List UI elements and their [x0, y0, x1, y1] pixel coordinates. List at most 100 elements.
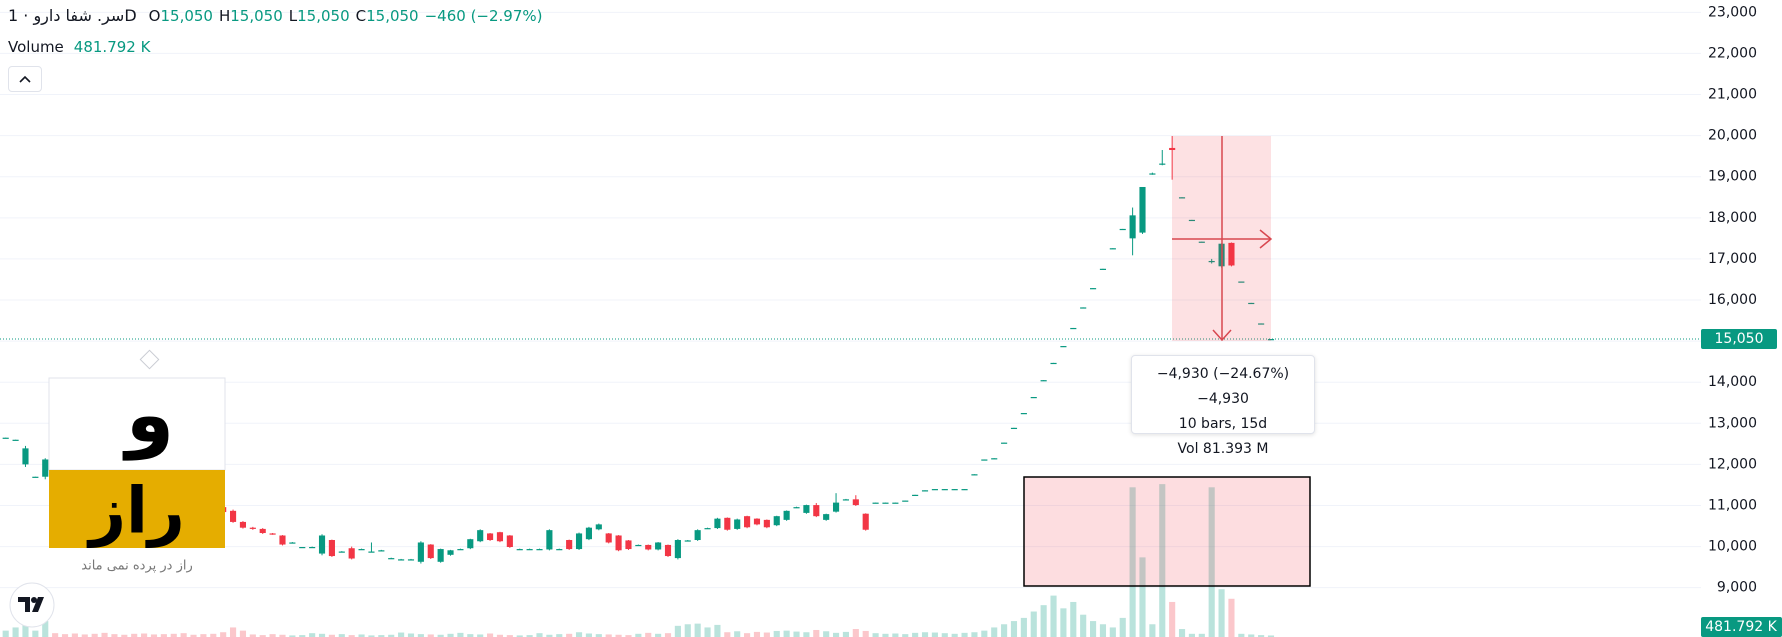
candle-body — [1258, 323, 1265, 325]
y-tick-label: 9,000 — [1717, 580, 1757, 596]
measure-tooltip: −4,930 (−24.67%) −4,930 10 bars, 15d Vol… — [1131, 355, 1315, 457]
volume-bar — [427, 634, 434, 637]
volume-bar — [783, 630, 790, 637]
y-tick-label: 22,000 — [1708, 45, 1757, 61]
candle-body — [1119, 228, 1126, 231]
measure-arrowhead — [1212, 329, 1232, 342]
candle-body — [615, 535, 622, 551]
volume-bar — [289, 635, 296, 637]
volume-bar — [131, 633, 138, 637]
volume-bar — [12, 627, 19, 637]
chevron — [19, 75, 31, 83]
volume-bar — [437, 634, 444, 637]
volume-bar — [1010, 621, 1018, 637]
volume-bar — [694, 623, 701, 637]
candle-body — [1050, 362, 1057, 365]
volume-bar — [259, 635, 266, 637]
volume-bar — [61, 634, 69, 637]
volume-bar — [763, 632, 770, 637]
volume-bar — [1218, 589, 1225, 637]
volume-bar — [575, 632, 583, 637]
volume-bar — [902, 634, 909, 637]
volume-bar — [912, 632, 919, 637]
volume-bar — [506, 635, 513, 637]
volume-bar — [81, 634, 88, 637]
tv-logo-dot — [31, 597, 37, 603]
ohlc-label: O — [148, 6, 161, 25]
volume-bar — [249, 634, 256, 637]
volume-bar — [773, 630, 780, 637]
candle-body — [1248, 302, 1255, 305]
volume-bar — [734, 631, 741, 637]
volume-bar — [921, 632, 929, 637]
candle-body — [921, 490, 929, 492]
candle-body — [832, 502, 840, 512]
volume-bar — [892, 633, 899, 637]
volume-bar — [111, 634, 118, 637]
volume-bar — [526, 635, 533, 637]
candle-body — [694, 530, 701, 541]
volume-bar — [744, 633, 751, 637]
last-price-label: 15,050 — [1715, 331, 1764, 347]
candle-body — [575, 533, 583, 550]
highlight-box[interactable] — [1023, 476, 1311, 587]
candle-body — [516, 549, 523, 551]
ohlc-value: 15,050 — [230, 6, 283, 25]
candle-body — [852, 499, 859, 506]
volume-bar — [1238, 633, 1245, 637]
candle-body — [655, 542, 662, 550]
volume-bar — [882, 633, 889, 637]
ohlc-item: L 15,050 — [289, 7, 350, 25]
candle-body — [487, 533, 494, 541]
volume-bar — [1020, 617, 1027, 637]
volume-bar — [180, 633, 187, 637]
measure-bars: 10 bars, 15d — [1178, 416, 1268, 432]
measure-volume: Vol 81.393 M — [1177, 441, 1269, 457]
symbol[interactable]: سر. شفا دارو · 1D — [8, 6, 137, 25]
collapse-button[interactable] — [8, 66, 42, 92]
candle-body — [1238, 281, 1245, 283]
candle-body — [1109, 248, 1116, 250]
volume-bar — [477, 634, 484, 637]
volume-bar — [724, 632, 731, 637]
price-axis — [1701, 0, 1782, 637]
candle-body — [427, 544, 434, 559]
ohlc-value: 15,050 — [297, 6, 350, 25]
volume-bar — [496, 634, 504, 637]
last-volume-badge — [1701, 617, 1782, 637]
candle-body — [595, 524, 602, 530]
volume-bar — [951, 633, 958, 637]
y-tick-label: 23,000 — [1708, 4, 1757, 20]
volume-bar — [684, 624, 691, 637]
volume-bar — [516, 635, 523, 637]
candle-body — [32, 476, 39, 478]
candle-body — [249, 527, 256, 529]
volume-bar — [32, 630, 39, 637]
tv-logo-circle — [9, 582, 55, 628]
volume-bar — [190, 634, 197, 637]
candle-body — [566, 540, 573, 550]
volume-bar — [813, 629, 820, 637]
volume-bar — [200, 634, 207, 637]
y-tick-label: 20,000 — [1708, 128, 1757, 144]
candle-body — [229, 510, 237, 522]
ohlc-label: C — [355, 6, 367, 25]
candle-body — [912, 494, 919, 497]
candle-body — [506, 535, 513, 547]
candle-body — [981, 459, 988, 461]
volume-bar — [1099, 624, 1107, 637]
candle-body — [1099, 268, 1107, 270]
volume-bar — [368, 635, 375, 637]
volume-bar — [229, 627, 237, 637]
candle-body — [467, 539, 474, 549]
volume-bar — [407, 633, 415, 637]
volume-bar — [1001, 624, 1008, 637]
candle-body — [704, 528, 711, 530]
candle-body — [1080, 307, 1087, 309]
volume-bar — [625, 635, 632, 637]
volume-bar — [655, 633, 662, 637]
candle-body — [635, 544, 642, 547]
candle-body — [1139, 186, 1146, 233]
candle-body — [684, 540, 691, 542]
volume-bar — [348, 635, 355, 637]
